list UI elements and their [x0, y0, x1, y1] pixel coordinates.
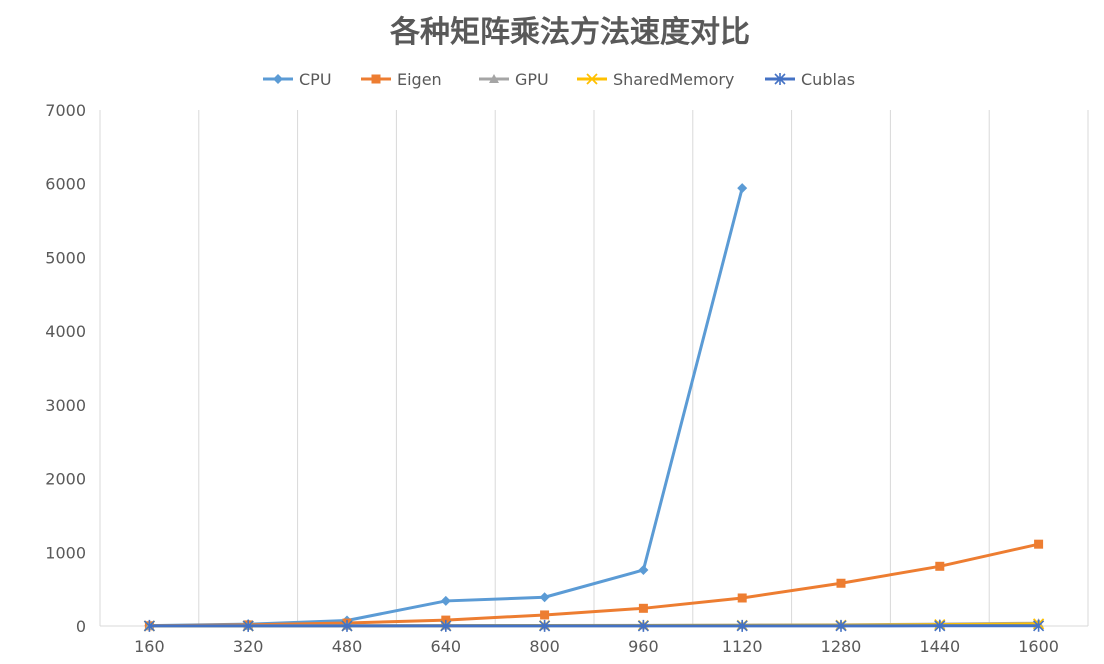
legend-item-sharedmemory[interactable]: SharedMemory: [577, 70, 734, 89]
data-point: [738, 593, 747, 602]
data-point: [540, 592, 550, 602]
y-tick-label: 3000: [45, 396, 86, 415]
data-point: [837, 579, 846, 588]
legend-label: CPU: [299, 70, 332, 89]
x-tick-label: 1440: [919, 637, 960, 656]
x-tick-label: 160: [134, 637, 165, 656]
legend-item-eigen[interactable]: Eigen: [361, 70, 442, 89]
y-tick-label: 7000: [45, 101, 86, 120]
data-point: [639, 604, 648, 613]
data-point: [540, 610, 549, 619]
y-tick-label: 6000: [45, 175, 86, 194]
x-tick-label: 480: [332, 637, 363, 656]
x-tick-label: 1120: [722, 637, 763, 656]
x-tick-label: 320: [233, 637, 264, 656]
data-point: [638, 565, 648, 575]
legend-label: SharedMemory: [613, 70, 734, 89]
legend-marker: [372, 75, 381, 84]
y-tick-label: 2000: [45, 470, 86, 489]
series-line-cpu: [149, 188, 742, 625]
legend-item-gpu[interactable]: GPU: [479, 70, 549, 89]
legend-label: Eigen: [397, 70, 442, 89]
x-tick-label: 1600: [1018, 637, 1059, 656]
legend: CPU Eigen GPU SharedMemory Cublas: [263, 70, 855, 89]
y-tick-label: 5000: [45, 248, 86, 267]
y-tick-label: 0: [76, 617, 86, 636]
data-point: [1034, 540, 1043, 549]
legend-marker: [273, 74, 283, 84]
legend-item-cpu[interactable]: CPU: [263, 70, 332, 89]
legend-item-cublas[interactable]: Cublas: [765, 70, 855, 89]
legend-label: Cublas: [801, 70, 855, 89]
y-tick-label: 4000: [45, 322, 86, 341]
legend-label: GPU: [515, 70, 549, 89]
data-point: [935, 562, 944, 571]
data-point: [737, 183, 747, 193]
axes: 0 1000 2000 3000 4000 5000 6000 7000 160 320 480 64…: [45, 101, 1088, 656]
x-tick-label: 800: [529, 637, 560, 656]
x-tick-label: 960: [628, 637, 659, 656]
chart-title: 各种矩阵乘法方法速度对比: [389, 15, 750, 50]
gridlines: [100, 110, 1088, 626]
y-tick-label: 1000: [45, 543, 86, 562]
data-point: [441, 596, 451, 606]
x-tick-label: 640: [431, 637, 462, 656]
series-cpu: [144, 183, 747, 630]
x-tick-label: 1280: [821, 637, 862, 656]
